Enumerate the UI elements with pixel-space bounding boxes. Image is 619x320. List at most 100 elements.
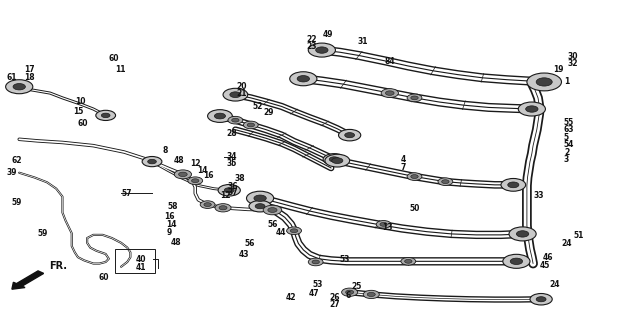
- Circle shape: [376, 220, 391, 228]
- Circle shape: [255, 204, 265, 209]
- Text: 36: 36: [228, 182, 238, 191]
- Circle shape: [142, 156, 162, 167]
- Text: 20: 20: [236, 82, 247, 91]
- Circle shape: [191, 179, 199, 183]
- Text: 31: 31: [358, 37, 368, 46]
- Circle shape: [503, 254, 530, 268]
- Text: 25: 25: [352, 282, 362, 291]
- Circle shape: [102, 113, 110, 118]
- Text: 53: 53: [339, 255, 350, 264]
- Text: 15: 15: [74, 107, 84, 116]
- Circle shape: [228, 116, 243, 124]
- Circle shape: [247, 123, 254, 127]
- Text: 63: 63: [564, 125, 574, 134]
- Text: 46: 46: [543, 253, 553, 262]
- Text: 49: 49: [323, 30, 334, 39]
- Circle shape: [204, 203, 211, 206]
- Circle shape: [13, 84, 25, 90]
- Text: 48: 48: [173, 156, 184, 164]
- Text: 19: 19: [553, 65, 564, 74]
- Text: 44: 44: [275, 228, 286, 237]
- Circle shape: [536, 78, 552, 86]
- Text: 27: 27: [329, 300, 340, 308]
- Text: 8: 8: [163, 146, 168, 155]
- Circle shape: [339, 129, 361, 141]
- Circle shape: [230, 92, 241, 98]
- Circle shape: [508, 182, 519, 188]
- Text: 14: 14: [197, 166, 207, 175]
- Text: 42: 42: [286, 293, 297, 302]
- Text: 30: 30: [568, 52, 578, 61]
- Text: 56: 56: [245, 239, 255, 248]
- Text: 1: 1: [564, 77, 569, 86]
- Circle shape: [290, 72, 317, 86]
- Text: 10: 10: [75, 97, 85, 106]
- Circle shape: [530, 293, 552, 305]
- Circle shape: [188, 177, 202, 185]
- Circle shape: [232, 118, 239, 122]
- Circle shape: [516, 231, 529, 237]
- Text: 4: 4: [401, 155, 406, 164]
- Text: 12: 12: [220, 191, 230, 200]
- Text: 39: 39: [7, 168, 17, 177]
- Circle shape: [342, 288, 358, 296]
- Circle shape: [218, 185, 240, 196]
- Text: 33: 33: [533, 191, 543, 200]
- Circle shape: [536, 297, 546, 302]
- Circle shape: [527, 73, 561, 91]
- Text: 7: 7: [401, 163, 406, 172]
- Text: 51: 51: [574, 231, 584, 240]
- Text: 2: 2: [564, 148, 569, 156]
- Text: 32: 32: [568, 59, 578, 68]
- Text: 58: 58: [168, 202, 178, 211]
- Text: 18: 18: [24, 73, 35, 82]
- Text: 45: 45: [539, 261, 550, 270]
- Text: 57: 57: [121, 189, 132, 198]
- Circle shape: [363, 290, 379, 299]
- Circle shape: [518, 102, 545, 116]
- Circle shape: [263, 205, 282, 215]
- Text: 17: 17: [24, 65, 35, 74]
- Text: 60: 60: [98, 273, 109, 282]
- Circle shape: [207, 110, 232, 123]
- Circle shape: [246, 191, 274, 205]
- Circle shape: [329, 157, 339, 162]
- Circle shape: [381, 89, 399, 98]
- Circle shape: [148, 159, 157, 164]
- Text: 48: 48: [171, 238, 181, 247]
- FancyArrow shape: [12, 271, 43, 289]
- Text: 60: 60: [78, 119, 89, 128]
- Circle shape: [509, 227, 536, 241]
- Circle shape: [215, 204, 231, 212]
- Circle shape: [6, 80, 33, 94]
- Circle shape: [526, 106, 538, 112]
- Text: 43: 43: [238, 251, 249, 260]
- Text: 62: 62: [12, 156, 22, 165]
- Circle shape: [325, 154, 350, 167]
- Circle shape: [405, 260, 412, 263]
- Circle shape: [178, 172, 187, 177]
- Circle shape: [96, 110, 116, 121]
- Circle shape: [438, 178, 452, 186]
- Circle shape: [214, 113, 225, 119]
- Circle shape: [174, 170, 191, 179]
- Text: 24: 24: [549, 280, 560, 289]
- Circle shape: [510, 258, 522, 265]
- Text: 21: 21: [236, 89, 247, 98]
- Text: 16: 16: [203, 172, 214, 180]
- Text: 9: 9: [167, 228, 171, 237]
- Circle shape: [219, 206, 227, 210]
- Circle shape: [407, 94, 422, 102]
- Circle shape: [243, 121, 258, 129]
- Circle shape: [287, 227, 301, 235]
- Text: 22: 22: [306, 35, 317, 44]
- Circle shape: [308, 258, 323, 266]
- Text: 3: 3: [564, 155, 569, 164]
- Text: 60: 60: [109, 53, 119, 62]
- Text: 55: 55: [564, 118, 574, 127]
- Text: 35: 35: [226, 159, 236, 168]
- Circle shape: [345, 132, 355, 138]
- Text: 54: 54: [564, 140, 574, 149]
- Circle shape: [224, 188, 234, 193]
- Circle shape: [254, 195, 266, 201]
